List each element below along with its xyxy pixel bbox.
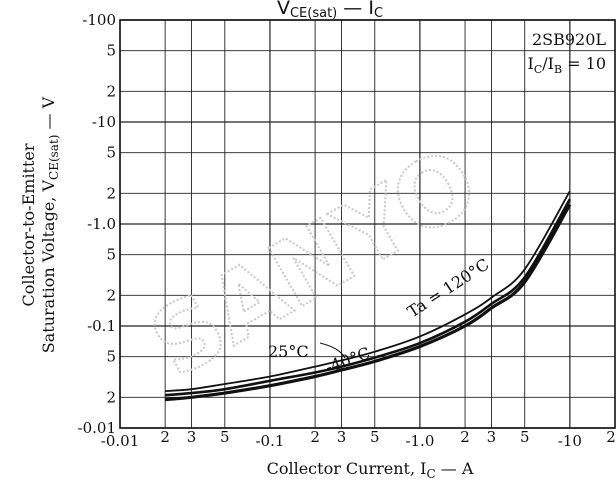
y-tick-label: 5 (106, 144, 116, 162)
x-axis-label: Collector Current, IC — A (267, 459, 474, 481)
y-axis-label: Collector-to-Emitter Saturation Voltage,… (19, 96, 61, 353)
x-tick-label: 2 (460, 428, 470, 446)
y-tick-label: -0.1 (87, 317, 116, 335)
annotation-25c: 25°C (268, 342, 309, 361)
y-tick-label: 2 (106, 184, 116, 202)
annotation-25c-leader (319, 342, 346, 359)
x-tick-label: -1.0 (405, 432, 434, 450)
x-tick-label: -0.01 (101, 432, 139, 450)
y-tick-label: -10 (92, 113, 116, 131)
x-tick-labels: -0.01 2 3 5 -0.1 2 3 5 -1.0 2 3 5 -10 2 (101, 428, 616, 450)
plot-frame (119, 19, 616, 429)
series-line (164, 203, 572, 402)
x-tick-label: -10 (558, 432, 582, 450)
watermark: SANYO (133, 127, 495, 398)
x-tick-label: 2 (606, 428, 616, 446)
chart-title: VCE(sat) — IC (277, 0, 383, 21)
y-tick-label: 5 (106, 348, 116, 366)
x-tick-label: 5 (520, 428, 530, 446)
x-tick-label: 2 (310, 428, 320, 446)
curves-group (164, 190, 572, 402)
annotation-minus40c: -40°C (323, 343, 373, 377)
x-tick-label: 5 (220, 428, 230, 446)
x-tick-label: 2 (160, 428, 170, 446)
y-tick-label: 2 (106, 82, 116, 100)
y-tick-labels: -0.01 2 5 -0.1 2 5 -1.0 2 5 -10 2 5 -100 (78, 11, 116, 437)
y-tick-label: 2 (106, 286, 116, 304)
x-tick-label: 3 (337, 428, 347, 446)
y-tick-label: 5 (106, 246, 116, 264)
condition-label: IC/IB = 10 (528, 54, 607, 76)
y-tick-label: -0.01 (78, 419, 116, 437)
series-line (165, 190, 571, 392)
x-tick-label: 3 (187, 428, 197, 446)
series-line (165, 198, 572, 397)
svg-text:Collector-to-Emitter: Collector-to-Emitter (19, 143, 38, 306)
y-tick-label: 5 (106, 42, 116, 60)
part-number: 2SB920L (532, 30, 606, 49)
y-tick-label: -1.0 (87, 215, 116, 233)
svg-text:Saturation Voltage, VCE(sat) —: Saturation Voltage, VCE(sat) — V (39, 96, 61, 353)
x-tick-label: 5 (370, 428, 380, 446)
y-tick-label: -100 (82, 11, 116, 29)
x-tick-label: 3 (487, 428, 497, 446)
x-tick-label: -0.1 (255, 432, 284, 450)
y-tick-label: 2 (106, 388, 116, 406)
